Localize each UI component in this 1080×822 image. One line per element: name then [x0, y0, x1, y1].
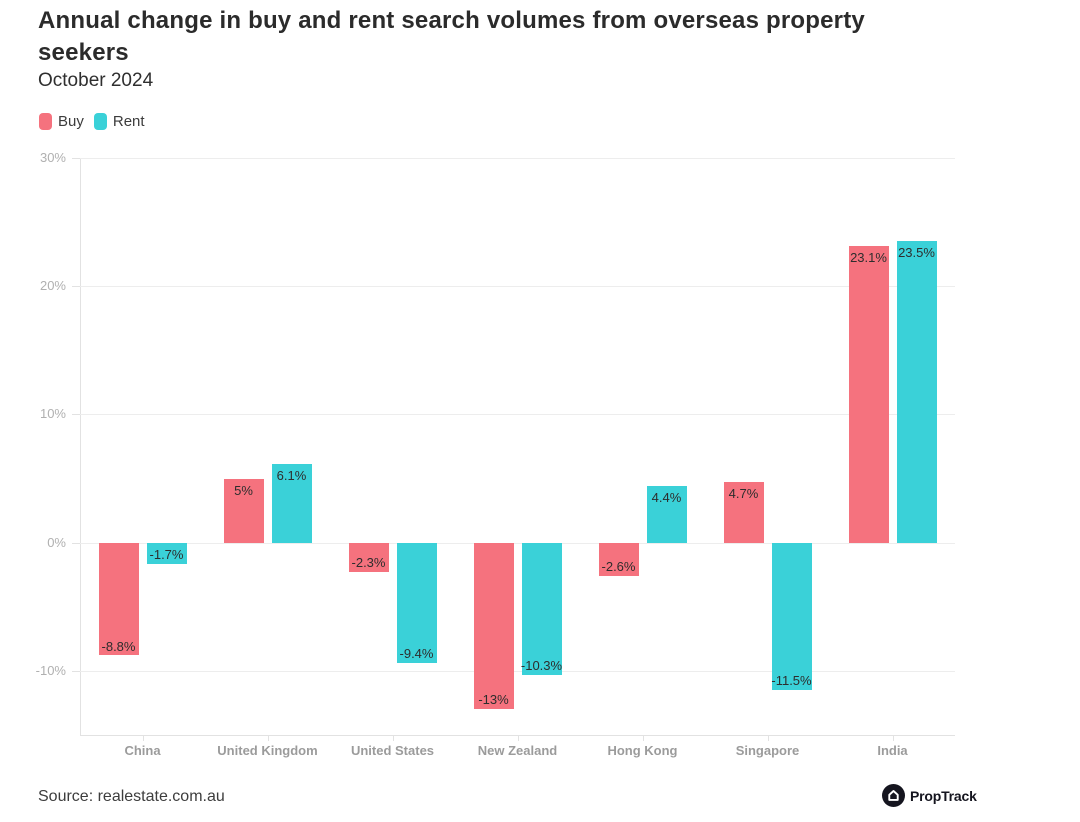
bar-value-label: -2.3% [351, 555, 386, 571]
chart-title: Annual change in buy and rent search vol… [38, 7, 865, 66]
bar-rent-new-zealand [521, 542, 562, 675]
bar-buy-china [98, 542, 139, 656]
bar-value-label: 6.1% [276, 468, 307, 484]
y-axis-label: 20% [39, 278, 66, 294]
bar-value-label: -1.7% [149, 547, 184, 563]
bar-value-label: -10.3% [520, 657, 563, 673]
x-axis-label: Hong Kong [607, 743, 678, 758]
rent-swatch-icon [93, 113, 107, 130]
bar-rent-china [146, 542, 187, 565]
bar-rent-united-kingdom [271, 464, 312, 543]
proptrack-house-icon [882, 784, 905, 807]
bar-buy-singapore [723, 482, 764, 543]
y-axis-line [80, 158, 81, 735]
x-axis-label: Singapore [735, 743, 800, 758]
bar-value-label: -2.6% [601, 559, 636, 574]
gridline [80, 542, 955, 544]
y-axis-label: 10% [39, 406, 66, 422]
y-tick [72, 670, 80, 672]
y-axis-label: 30% [39, 150, 66, 165]
bar-buy-hong-kong [598, 542, 639, 576]
x-axis-label: China [124, 743, 161, 758]
bar-value-label: -8.8% [101, 638, 136, 654]
y-tick [72, 158, 80, 159]
legend-label-buy: Buy [58, 113, 84, 130]
x-tick [392, 736, 394, 741]
y-axis-label: 0% [47, 534, 66, 550]
x-tick [517, 736, 519, 741]
bar-rent-singapore [771, 542, 812, 691]
proptrack-brand-text: PropTrack [910, 787, 977, 804]
gridline [80, 158, 955, 159]
bar-rent-hong-kong [646, 486, 687, 543]
gridline [80, 414, 955, 416]
legend-label-rent: Rent [112, 113, 145, 130]
bar-value-label: -13% [478, 692, 509, 708]
bar-buy-united-states [348, 542, 389, 573]
x-tick [892, 736, 894, 741]
bar-value-label: 5% [234, 482, 253, 498]
bar-buy-united-kingdom [223, 478, 264, 543]
legend-item-buy: Buy [39, 113, 84, 130]
gridline [80, 286, 955, 288]
bar-value-label: -9.4% [399, 646, 434, 662]
gridline [80, 670, 955, 672]
legend: Buy Rent [39, 113, 145, 130]
bar-value-label: 23.5% [898, 245, 935, 261]
x-axis-label: United States [350, 743, 435, 758]
bar-value-label: -11.5% [771, 673, 812, 689]
legend-item-rent: Rent [93, 113, 145, 130]
x-axis-label: United Kingdom [217, 743, 318, 758]
bar-value-label: 4.4% [651, 490, 682, 506]
bar-value-label: 23.1% [850, 250, 887, 266]
bar-buy-new-zealand [473, 542, 514, 710]
y-tick [72, 286, 80, 288]
y-tick [72, 542, 80, 544]
proptrack-logo: PropTrack [882, 784, 977, 807]
x-axis-label: New Zealand [477, 743, 558, 758]
x-tick [767, 736, 769, 741]
x-tick [267, 736, 269, 741]
y-tick [72, 414, 80, 416]
x-tick [142, 736, 144, 741]
x-axis-label: India [877, 743, 908, 758]
plot-area: -8.8% 5% -2.3% -13% -2.6% 4.7% 23.1% -1.7% 6.1% -… [80, 158, 955, 735]
buy-swatch-icon [39, 113, 52, 130]
x-axis-line [80, 735, 955, 736]
chart-subtitle: October 2024 [38, 70, 154, 91]
bar-rent-united-states [396, 542, 437, 664]
bar-buy-india [848, 246, 889, 543]
bar-rent-india [896, 241, 937, 543]
source-text: Source: realestate.com.au [38, 788, 225, 805]
y-axis-label: -10% [35, 662, 66, 678]
bar-value-label: 4.7% [728, 486, 759, 502]
x-tick [642, 736, 644, 741]
